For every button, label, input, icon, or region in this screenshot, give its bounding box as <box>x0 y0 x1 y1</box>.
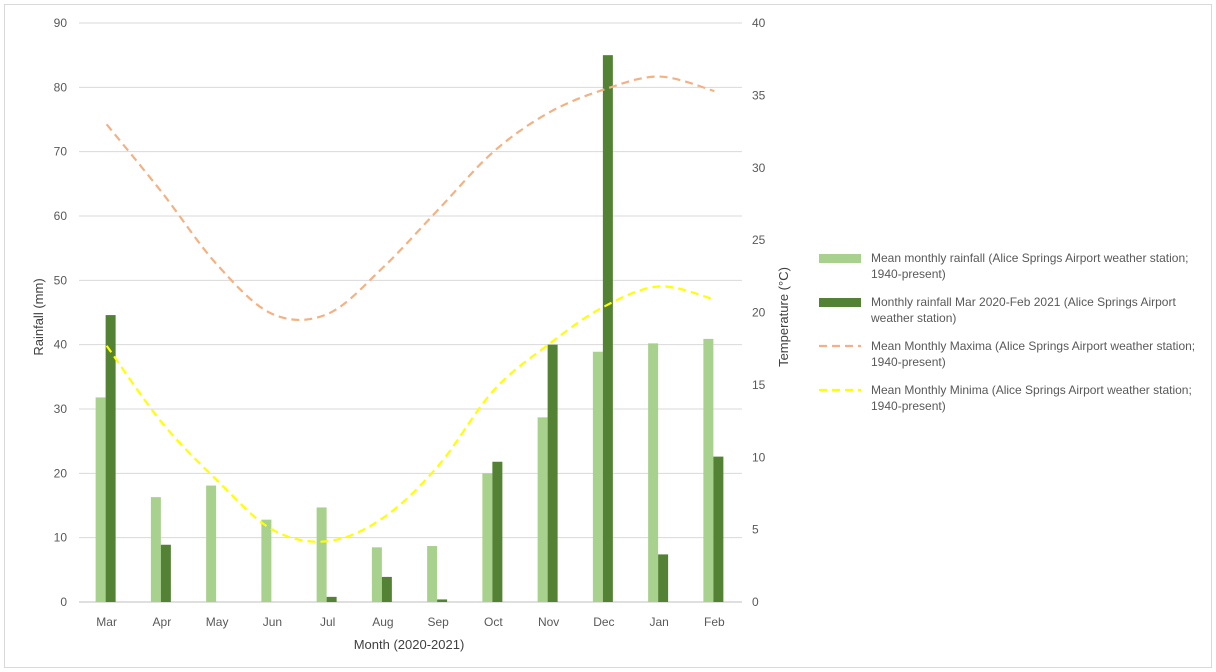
legend-label: Monthly rainfall Mar 2020-Feb 2021 (Alic… <box>870 295 1176 325</box>
left-tick-label: 0 <box>60 595 67 609</box>
combo-chart: 0 10 20 30 40 50 60 70 80 90 0 5 10 15 20 25 30 35 40 Mar… <box>31 16 1195 652</box>
bar-mean-rainfall <box>703 338 714 602</box>
legend: Mean monthly rainfall (Alice Springs Air… <box>819 251 1195 413</box>
bar-series <box>95 55 724 602</box>
x-tick-label: Dec <box>593 615 614 629</box>
x-axis-ticks: Mar Apr May Jun Jul Aug Sep Oct Nov Dec Jan Feb <box>96 615 725 629</box>
bar-monthly-rainfall <box>381 576 392 602</box>
right-tick-label: 35 <box>752 88 766 102</box>
bar-monthly-rainfall <box>437 599 448 602</box>
gridlines <box>79 22 742 603</box>
bar-monthly-rainfall <box>713 456 724 602</box>
legend-swatch <box>819 254 861 263</box>
x-axis-title: Month (2020-2021) <box>354 637 465 652</box>
line-series <box>105 75 715 543</box>
x-tick-label: May <box>206 615 229 629</box>
bar-monthly-rainfall <box>547 344 558 602</box>
line-mean-minima <box>105 285 715 543</box>
right-tick-label: 0 <box>752 595 759 609</box>
right-tick-label: 10 <box>752 450 766 464</box>
bar-monthly-rainfall <box>492 461 503 602</box>
left-tick-label: 70 <box>54 145 68 159</box>
bar-mean-rainfall <box>648 343 659 602</box>
x-tick-label: Jun <box>263 615 282 629</box>
x-tick-label: Jan <box>649 615 668 629</box>
right-tick-label: 5 <box>752 523 759 537</box>
left-axis-ticks: 0 10 20 30 40 50 60 70 80 90 <box>54 16 68 609</box>
bar-mean-rainfall <box>206 485 217 602</box>
line-mean-maxima <box>105 75 715 322</box>
bar-mean-rainfall <box>427 546 438 602</box>
right-tick-label: 25 <box>752 233 766 247</box>
right-tick-label: 30 <box>752 161 766 175</box>
bar-mean-rainfall <box>371 547 382 602</box>
legend-swatch <box>819 298 861 307</box>
bar-mean-rainfall <box>95 397 106 602</box>
x-tick-label: Mar <box>96 615 117 629</box>
left-tick-label: 50 <box>54 273 68 287</box>
x-tick-label: Oct <box>484 615 503 629</box>
bar-mean-rainfall <box>316 507 327 602</box>
right-axis-ticks: 0 5 10 15 20 25 30 35 40 <box>752 16 766 609</box>
bar-monthly-rainfall <box>160 544 171 602</box>
right-tick-label: 40 <box>752 16 766 30</box>
left-tick-label: 40 <box>54 338 68 352</box>
bar-mean-rainfall <box>150 497 161 602</box>
left-axis-title: Rainfall (mm) <box>31 278 46 355</box>
bar-mean-rainfall <box>592 351 603 602</box>
x-tick-label: Sep <box>427 615 449 629</box>
bar-mean-rainfall <box>537 417 548 602</box>
left-tick-label: 90 <box>54 16 68 30</box>
left-tick-label: 10 <box>54 531 68 545</box>
left-tick-label: 60 <box>54 209 68 223</box>
right-tick-label: 15 <box>752 378 766 392</box>
right-tick-label: 20 <box>752 306 766 320</box>
left-tick-label: 80 <box>54 80 68 94</box>
bar-monthly-rainfall <box>658 554 669 602</box>
bar-monthly-rainfall <box>602 55 613 602</box>
right-axis-title: Temperature (°C) <box>776 267 791 367</box>
x-tick-label: Aug <box>372 615 393 629</box>
x-tick-label: Apr <box>153 615 172 629</box>
chart-frame: 0 10 20 30 40 50 60 70 80 90 0 5 10 15 20 25 30 35 40 Mar… <box>4 4 1212 668</box>
x-tick-label: Nov <box>538 615 559 629</box>
left-tick-label: 20 <box>54 466 68 480</box>
bar-mean-rainfall <box>482 473 493 602</box>
legend-label: Mean monthly rainfall (Alice Springs Air… <box>871 251 1188 281</box>
legend-label: Mean Monthly Minima (Alice Springs Airpo… <box>871 383 1192 413</box>
x-tick-label: Jul <box>320 615 335 629</box>
x-tick-label: Feb <box>704 615 725 629</box>
bar-monthly-rainfall <box>105 315 116 602</box>
bar-mean-rainfall <box>261 519 272 602</box>
left-tick-label: 30 <box>54 402 68 416</box>
bar-monthly-rainfall <box>326 596 337 602</box>
legend-label: Mean Monthly Maxima (Alice Springs Airpo… <box>871 339 1195 369</box>
